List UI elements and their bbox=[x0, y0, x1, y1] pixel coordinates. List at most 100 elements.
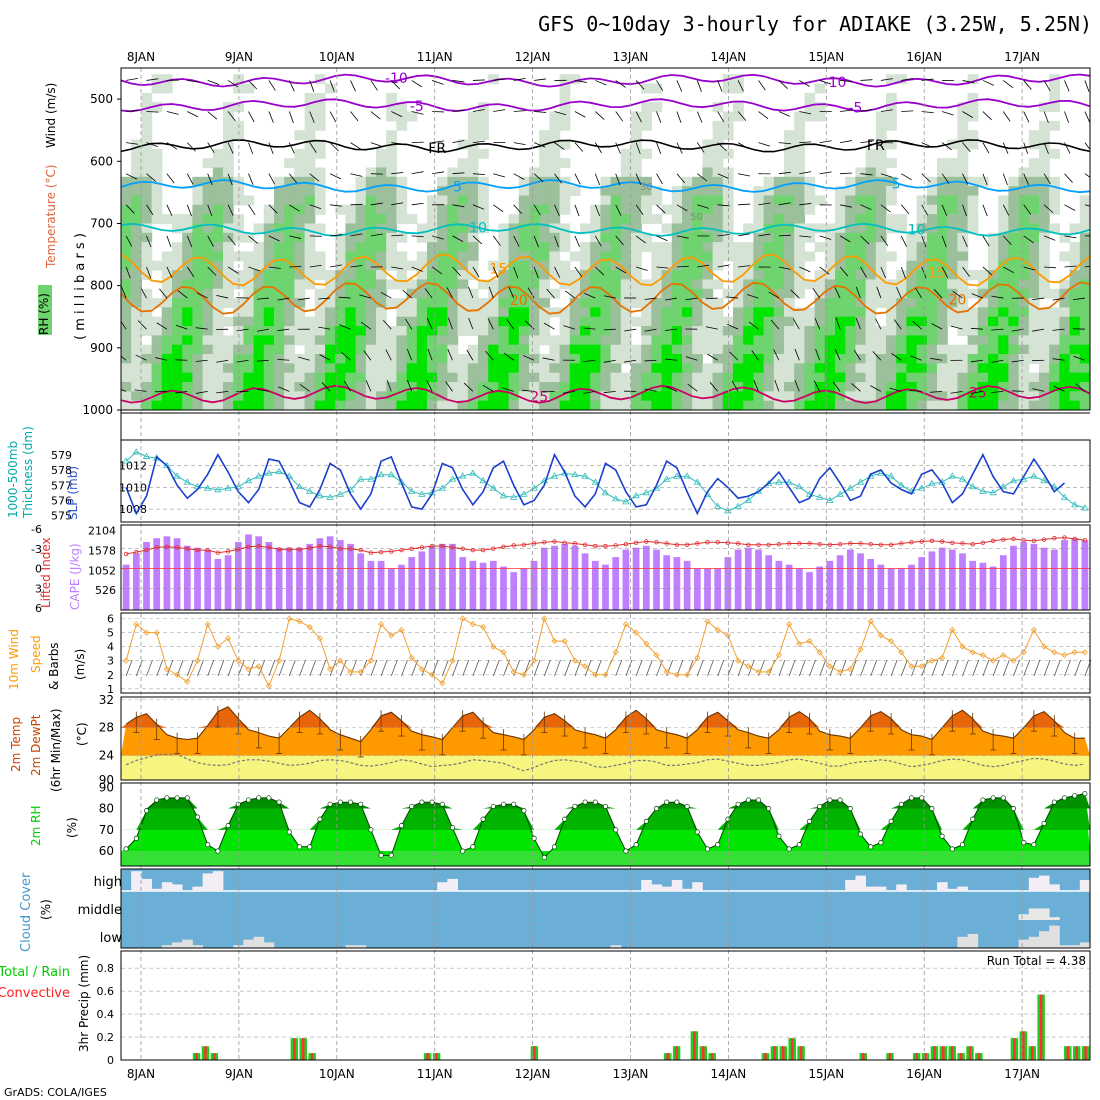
thickness-tick-label: 576 bbox=[51, 494, 72, 507]
rh-shade-cell bbox=[488, 74, 499, 85]
wind-barb bbox=[1064, 142, 1071, 154]
wind-barb bbox=[880, 109, 893, 112]
precip-convective-bar bbox=[942, 1046, 945, 1060]
rh-shade-cell bbox=[508, 372, 520, 383]
rh-shade-cell bbox=[202, 288, 214, 299]
temp-bottom-tick-label: 90 bbox=[99, 773, 114, 787]
rh-shade-cell bbox=[886, 158, 897, 169]
wind-tick-label: 3 bbox=[107, 655, 114, 668]
rh-shade-cell bbox=[784, 354, 795, 364]
rh-shade-cell bbox=[335, 391, 346, 402]
wind-speed-point bbox=[1041, 643, 1048, 650]
rh-shade-cell bbox=[223, 158, 234, 169]
wind-speed-point bbox=[408, 654, 415, 661]
rh-shade-cell bbox=[172, 344, 183, 355]
rh-shade-cell bbox=[223, 232, 234, 243]
rh-shade-cell bbox=[896, 307, 907, 318]
wind-barb bbox=[533, 235, 539, 248]
rh-shade-cell bbox=[223, 372, 234, 383]
rh-shade-cell bbox=[835, 344, 846, 355]
rh-shade-cell bbox=[620, 316, 632, 327]
rh-shade-cell bbox=[172, 382, 183, 392]
cape-bar bbox=[530, 560, 538, 610]
rh-shade-cell bbox=[406, 372, 418, 383]
temp2m-label-1: 2m Temp bbox=[9, 717, 23, 772]
rh-shade-cell bbox=[906, 251, 918, 262]
rh-shade-cell bbox=[845, 242, 856, 253]
rh-shade-cell bbox=[457, 232, 469, 243]
rh-shade-cell bbox=[977, 391, 989, 402]
wind-barb bbox=[1053, 385, 1065, 392]
rh-shade-cell bbox=[355, 307, 367, 318]
rh-shade-cell bbox=[212, 391, 224, 402]
precip-convective-bar bbox=[710, 1053, 714, 1060]
rh-shade-cell bbox=[600, 232, 612, 243]
rh-shade-cell bbox=[161, 260, 173, 271]
thickness-point bbox=[1009, 476, 1018, 484]
rh-shade-cell bbox=[335, 251, 346, 262]
wind-barb bbox=[472, 173, 485, 175]
rh-shade-cell bbox=[988, 344, 999, 355]
cloud-high-bar bbox=[896, 884, 907, 891]
rh-shade-cell bbox=[314, 363, 326, 374]
rh-shade-cell bbox=[151, 176, 163, 187]
wind-barb bbox=[288, 659, 296, 677]
rh-shade-cell bbox=[131, 148, 142, 159]
rh-shade-cell bbox=[865, 363, 877, 374]
rh-shade-cell bbox=[957, 167, 969, 178]
rh-shade-cell bbox=[937, 195, 948, 206]
rh-shade-cell bbox=[478, 391, 489, 402]
rh-shade-cell bbox=[753, 251, 765, 262]
rh-shade-cell bbox=[376, 242, 387, 253]
rh-shade-cell bbox=[1079, 251, 1090, 262]
cape-bar bbox=[285, 547, 293, 610]
rh-shade-cell bbox=[967, 176, 979, 187]
rh-shade-cell bbox=[865, 372, 877, 383]
cloud-high-bar bbox=[131, 871, 142, 891]
wind-barb bbox=[1023, 204, 1032, 215]
rh-tick-label: 60 bbox=[99, 844, 114, 858]
wind-barb bbox=[447, 317, 453, 330]
rh-shade-cell bbox=[702, 372, 714, 383]
cape-bar bbox=[551, 545, 558, 610]
rh-shade-cell bbox=[335, 400, 346, 410]
rh-shade-cell bbox=[263, 335, 275, 346]
rh-shade-cell bbox=[824, 232, 836, 243]
rh-shade-cell bbox=[886, 382, 897, 392]
rh-shade-cell bbox=[998, 288, 1009, 299]
li-point bbox=[827, 542, 833, 547]
rh-point bbox=[500, 801, 507, 807]
wind-barb bbox=[1075, 383, 1086, 392]
rh-shade-cell bbox=[763, 260, 775, 271]
rh-shade-cell bbox=[651, 102, 663, 113]
rh-shade-cell bbox=[957, 223, 969, 234]
rh-shade-cell bbox=[457, 176, 469, 187]
wind-barb bbox=[427, 348, 433, 361]
rh-shade-cell bbox=[304, 167, 316, 178]
rh-shade-cell bbox=[1069, 288, 1081, 299]
rh-shade-cell bbox=[365, 288, 377, 299]
rh-shade-cell bbox=[916, 354, 928, 364]
cape-bar bbox=[183, 545, 191, 610]
rh-shade-cell bbox=[457, 288, 469, 299]
rh-shade-cell bbox=[437, 307, 448, 318]
wind-speed-point bbox=[745, 663, 752, 670]
rh-contour-label: 30 bbox=[640, 182, 653, 193]
rh-shade-cell bbox=[345, 344, 357, 355]
rh-point bbox=[490, 803, 496, 809]
rh-shade-cell bbox=[437, 214, 448, 225]
cloud-high-bar bbox=[1049, 884, 1060, 891]
rh-shade-cell bbox=[916, 344, 928, 355]
rh-shade-cell bbox=[1028, 298, 1040, 308]
wind-barb bbox=[635, 173, 642, 185]
rh-shade-cell bbox=[386, 344, 397, 355]
slp-axis-label: SLP (mb) bbox=[66, 466, 80, 520]
rh-shade-cell bbox=[131, 270, 142, 281]
rh-shade-cell bbox=[314, 382, 326, 392]
wind-barb bbox=[992, 659, 1000, 677]
thickness-point bbox=[1050, 482, 1059, 490]
rh-shade-cell bbox=[559, 111, 571, 122]
rh-shade-cell bbox=[937, 326, 948, 336]
wind-barb bbox=[401, 659, 408, 677]
rh-shade-cell bbox=[396, 260, 408, 271]
